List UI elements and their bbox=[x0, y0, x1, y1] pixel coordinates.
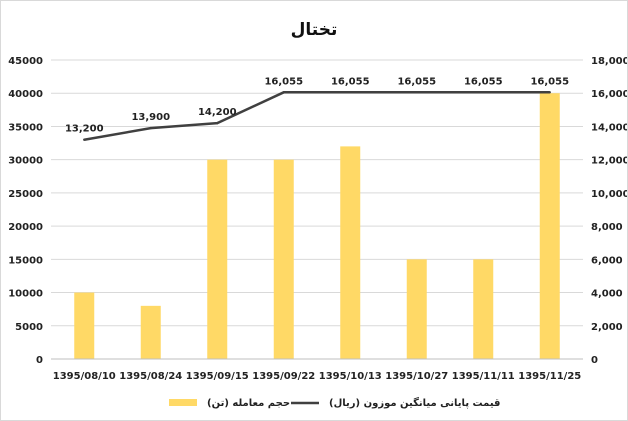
y-right-tick-label: 2,000 bbox=[591, 322, 623, 333]
y-left-tick-label: 10000 bbox=[8, 289, 43, 300]
x-tick-label: 1395/08/10 bbox=[53, 371, 116, 382]
data-label: 16,055 bbox=[530, 76, 569, 87]
data-label: 16,055 bbox=[464, 76, 503, 87]
bar bbox=[273, 159, 294, 359]
y-right-tick-label: 4,000 bbox=[591, 289, 623, 300]
data-label: 14,200 bbox=[198, 107, 237, 118]
y-right-tick-label: 14,000 bbox=[591, 122, 627, 133]
data-label: 16,055 bbox=[397, 76, 436, 87]
y-left-tick-label: 15000 bbox=[8, 255, 43, 266]
bar bbox=[140, 305, 161, 359]
x-tick-label: 1395/10/13 bbox=[319, 371, 382, 382]
data-label: 13,900 bbox=[131, 112, 170, 123]
bar bbox=[539, 93, 560, 359]
line-point bbox=[548, 91, 551, 94]
x-tick-label: 1395/09/22 bbox=[252, 371, 315, 382]
y-left-tick-label: 0 bbox=[36, 355, 43, 366]
bar bbox=[406, 259, 427, 359]
y-right-tick-label: 16,000 bbox=[591, 89, 627, 100]
y-left-tick-label: 30000 bbox=[8, 156, 43, 167]
y-left-tick-label: 20000 bbox=[8, 222, 43, 233]
y-left-tick-label: 35000 bbox=[8, 122, 43, 133]
bar bbox=[340, 146, 361, 359]
legend: حجم معامله (تن) قیمت پایانی میانگین موزون… bbox=[169, 396, 500, 409]
bar bbox=[207, 159, 228, 359]
bar-series bbox=[74, 93, 560, 359]
x-tick-label: 1395/11/25 bbox=[518, 371, 581, 382]
legend-label-volume: حجم معامله (تن) bbox=[207, 398, 290, 409]
line-series bbox=[83, 91, 551, 141]
line-point bbox=[482, 91, 485, 94]
price-line bbox=[84, 91, 550, 141]
y-right-tick-label: 10,000 bbox=[591, 189, 627, 200]
legend-label-price: قیمت پایانی میانگین موزون (ریال) bbox=[329, 396, 500, 409]
chart-title: تختال bbox=[291, 20, 338, 40]
data-label: 13,200 bbox=[65, 124, 104, 135]
bar bbox=[74, 292, 95, 359]
y-left-tick-label: 45000 bbox=[8, 56, 43, 67]
bar bbox=[473, 259, 494, 359]
grid-lines bbox=[51, 59, 583, 327]
y-right-tick-label: 8,000 bbox=[591, 222, 623, 233]
y-right-tick-label: 12,000 bbox=[591, 156, 627, 167]
line-point bbox=[216, 121, 219, 125]
y-right-tick-label: 6,000 bbox=[591, 255, 623, 266]
y-right-tick-label: 18,000 bbox=[591, 56, 627, 67]
legend-swatch-volume bbox=[169, 399, 197, 406]
x-tick-label: 1395/08/24 bbox=[119, 371, 182, 382]
axes: 0 5000 10000 15000 20000 25000 30000 35000 40000… bbox=[8, 56, 627, 382]
line-point bbox=[83, 138, 86, 141]
data-label: 16,055 bbox=[264, 76, 303, 87]
x-tick-label: 1395/11/11 bbox=[452, 371, 515, 382]
y-left-tick-label: 25000 bbox=[8, 189, 43, 200]
y-left-tick-label: 5000 bbox=[15, 322, 43, 333]
line-point bbox=[349, 91, 352, 94]
y-right-tick-label: 0 bbox=[591, 355, 598, 366]
x-tick-label: 1395/10/27 bbox=[385, 371, 448, 382]
line-point bbox=[149, 126, 152, 130]
line-point bbox=[415, 91, 418, 94]
data-labels: 13,200 13,900 14,200 16,055 16,055 16,055 16,0… bbox=[65, 76, 569, 134]
x-tick-label: 1395/09/15 bbox=[186, 371, 249, 382]
line-point bbox=[282, 91, 285, 94]
data-label: 16,055 bbox=[331, 76, 370, 87]
y-left-tick-label: 40000 bbox=[8, 89, 43, 100]
